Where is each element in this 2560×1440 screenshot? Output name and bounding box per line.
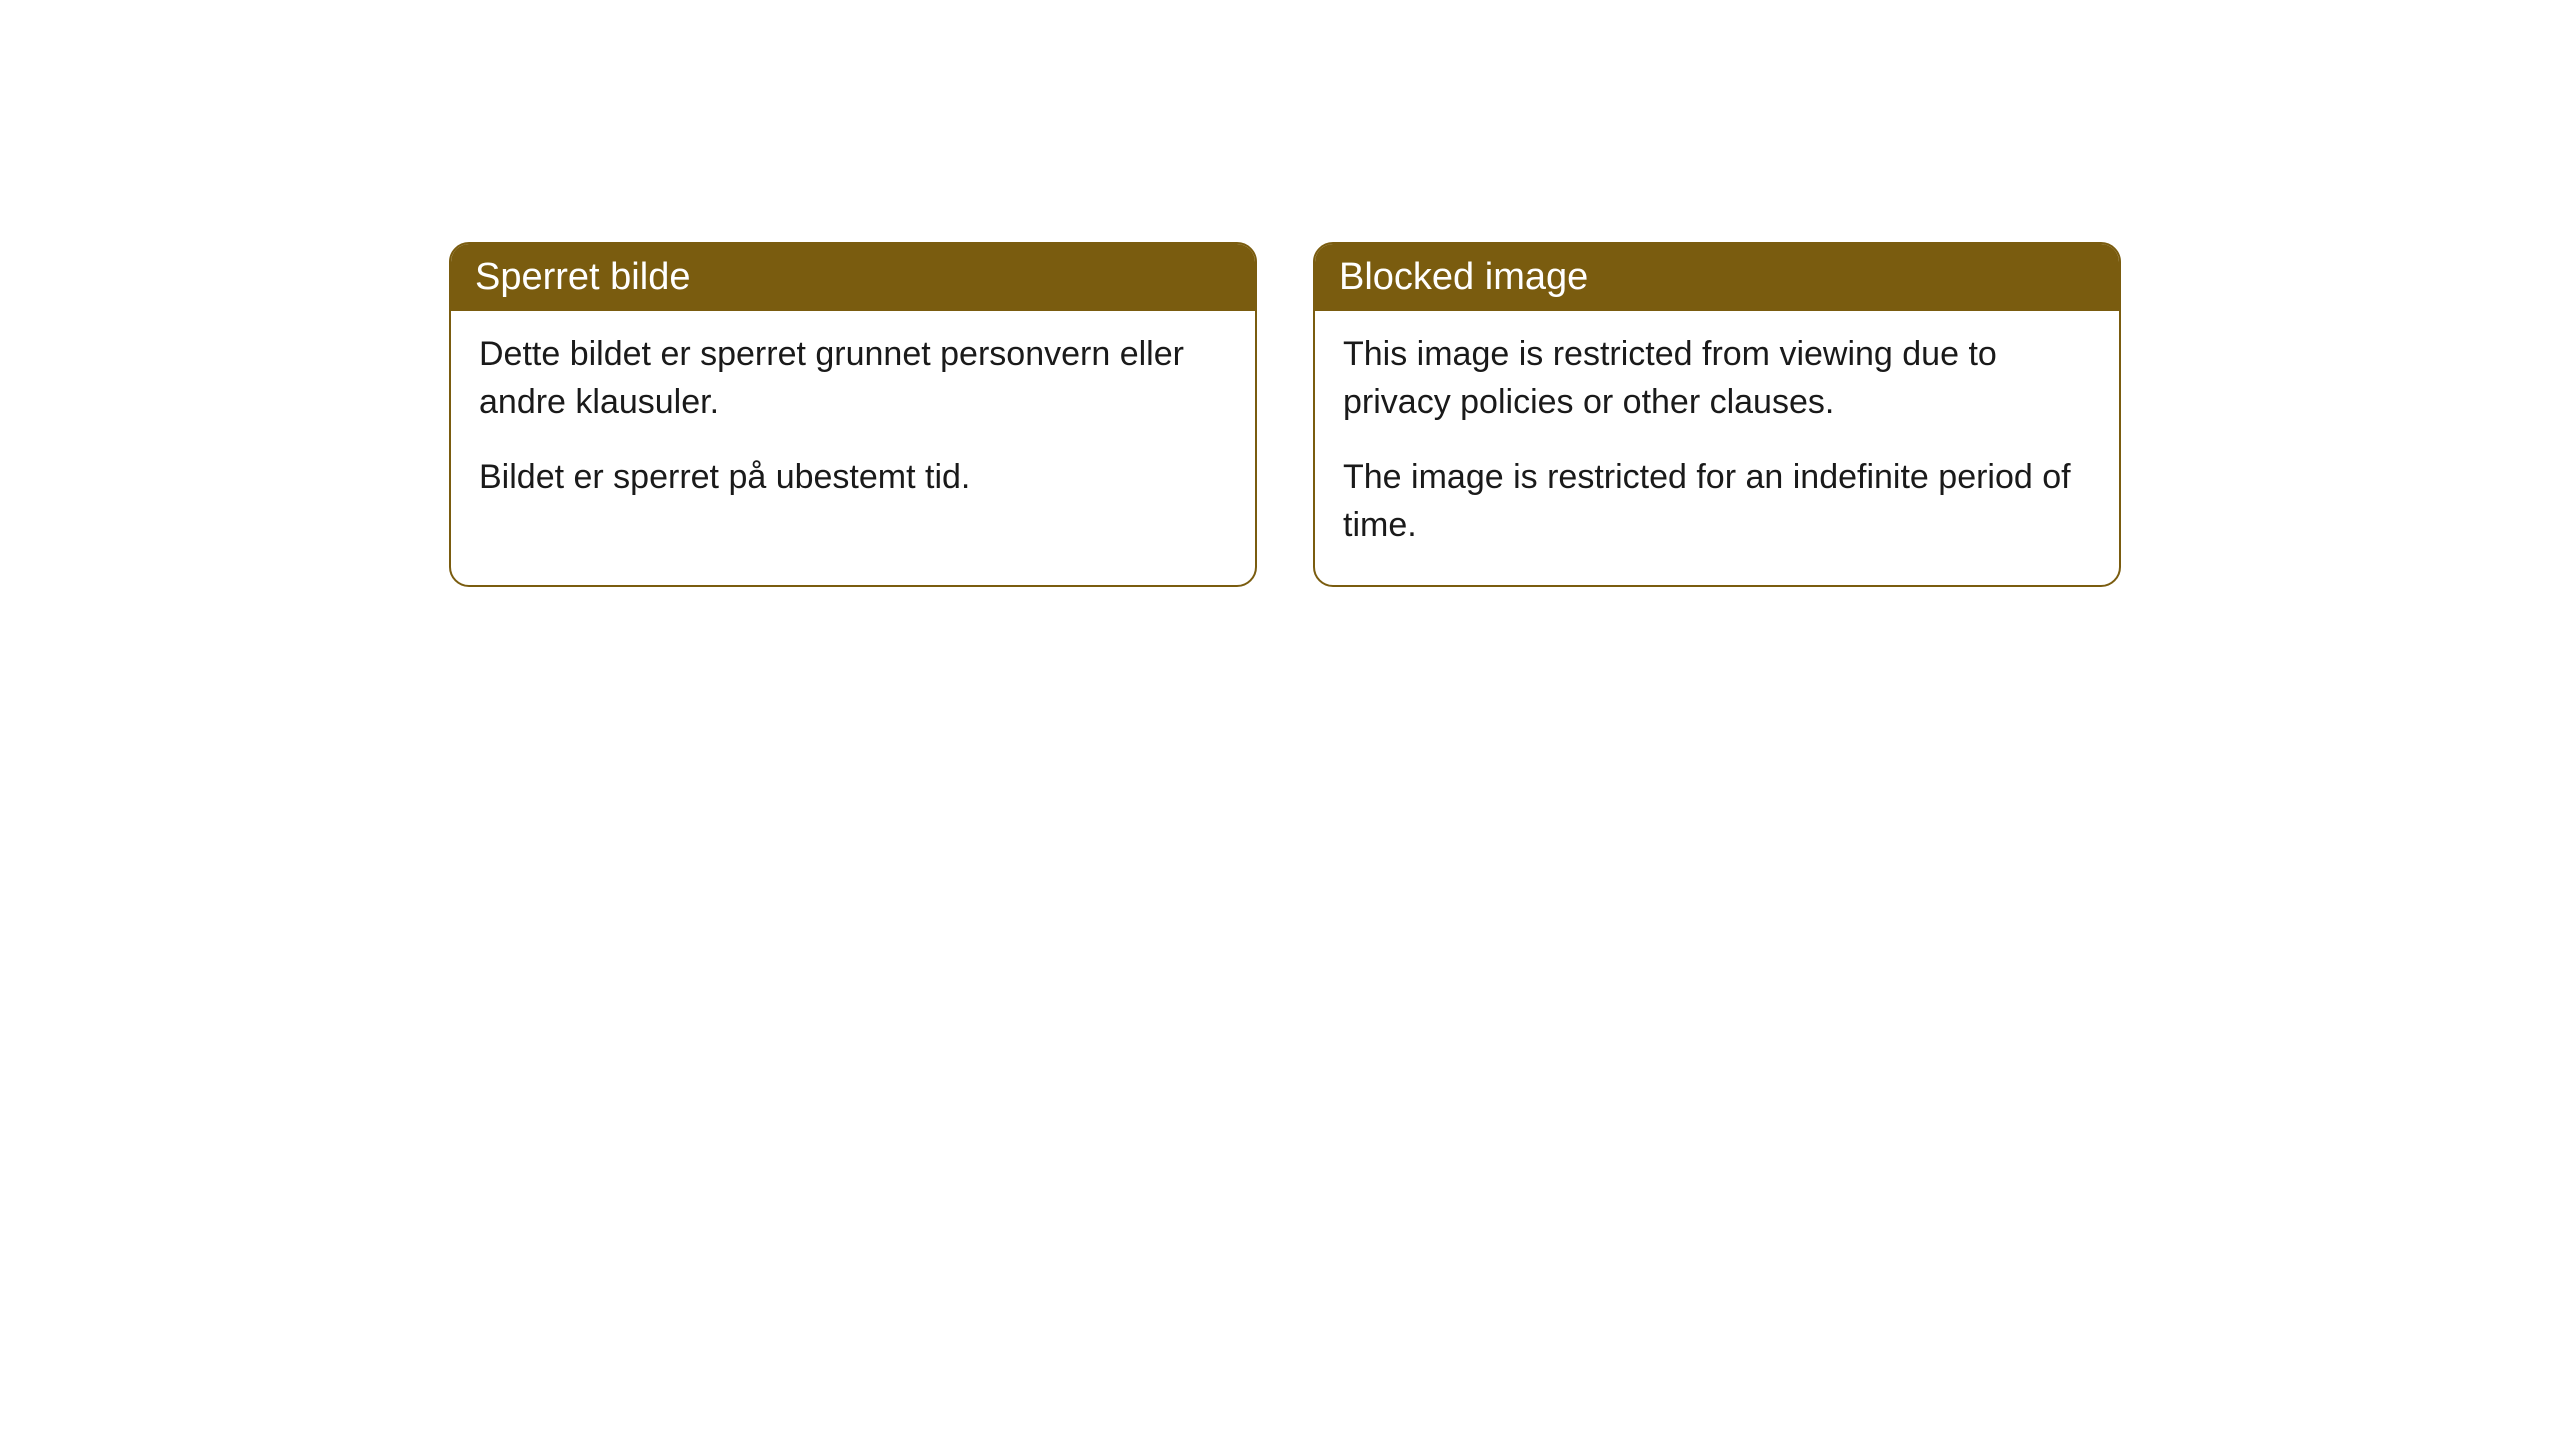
notice-card-english: Blocked image This image is restricted f… — [1313, 242, 2121, 587]
card-title: Sperret bilde — [475, 256, 690, 298]
card-header: Sperret bilde — [451, 244, 1255, 311]
card-title: Blocked image — [1339, 256, 1588, 298]
card-body: Dette bildet er sperret grunnet personve… — [451, 311, 1255, 538]
card-body: This image is restricted from viewing du… — [1315, 311, 2119, 585]
card-paragraph-2: The image is restricted for an indefinit… — [1343, 454, 2091, 549]
card-paragraph-1: Dette bildet er sperret grunnet personve… — [479, 331, 1227, 426]
card-paragraph-2: Bildet er sperret på ubestemt tid. — [479, 454, 1227, 502]
card-paragraph-1: This image is restricted from viewing du… — [1343, 331, 2091, 426]
notice-cards-container: Sperret bilde Dette bildet er sperret gr… — [449, 242, 2121, 587]
card-header: Blocked image — [1315, 244, 2119, 311]
notice-card-norwegian: Sperret bilde Dette bildet er sperret gr… — [449, 242, 1257, 587]
